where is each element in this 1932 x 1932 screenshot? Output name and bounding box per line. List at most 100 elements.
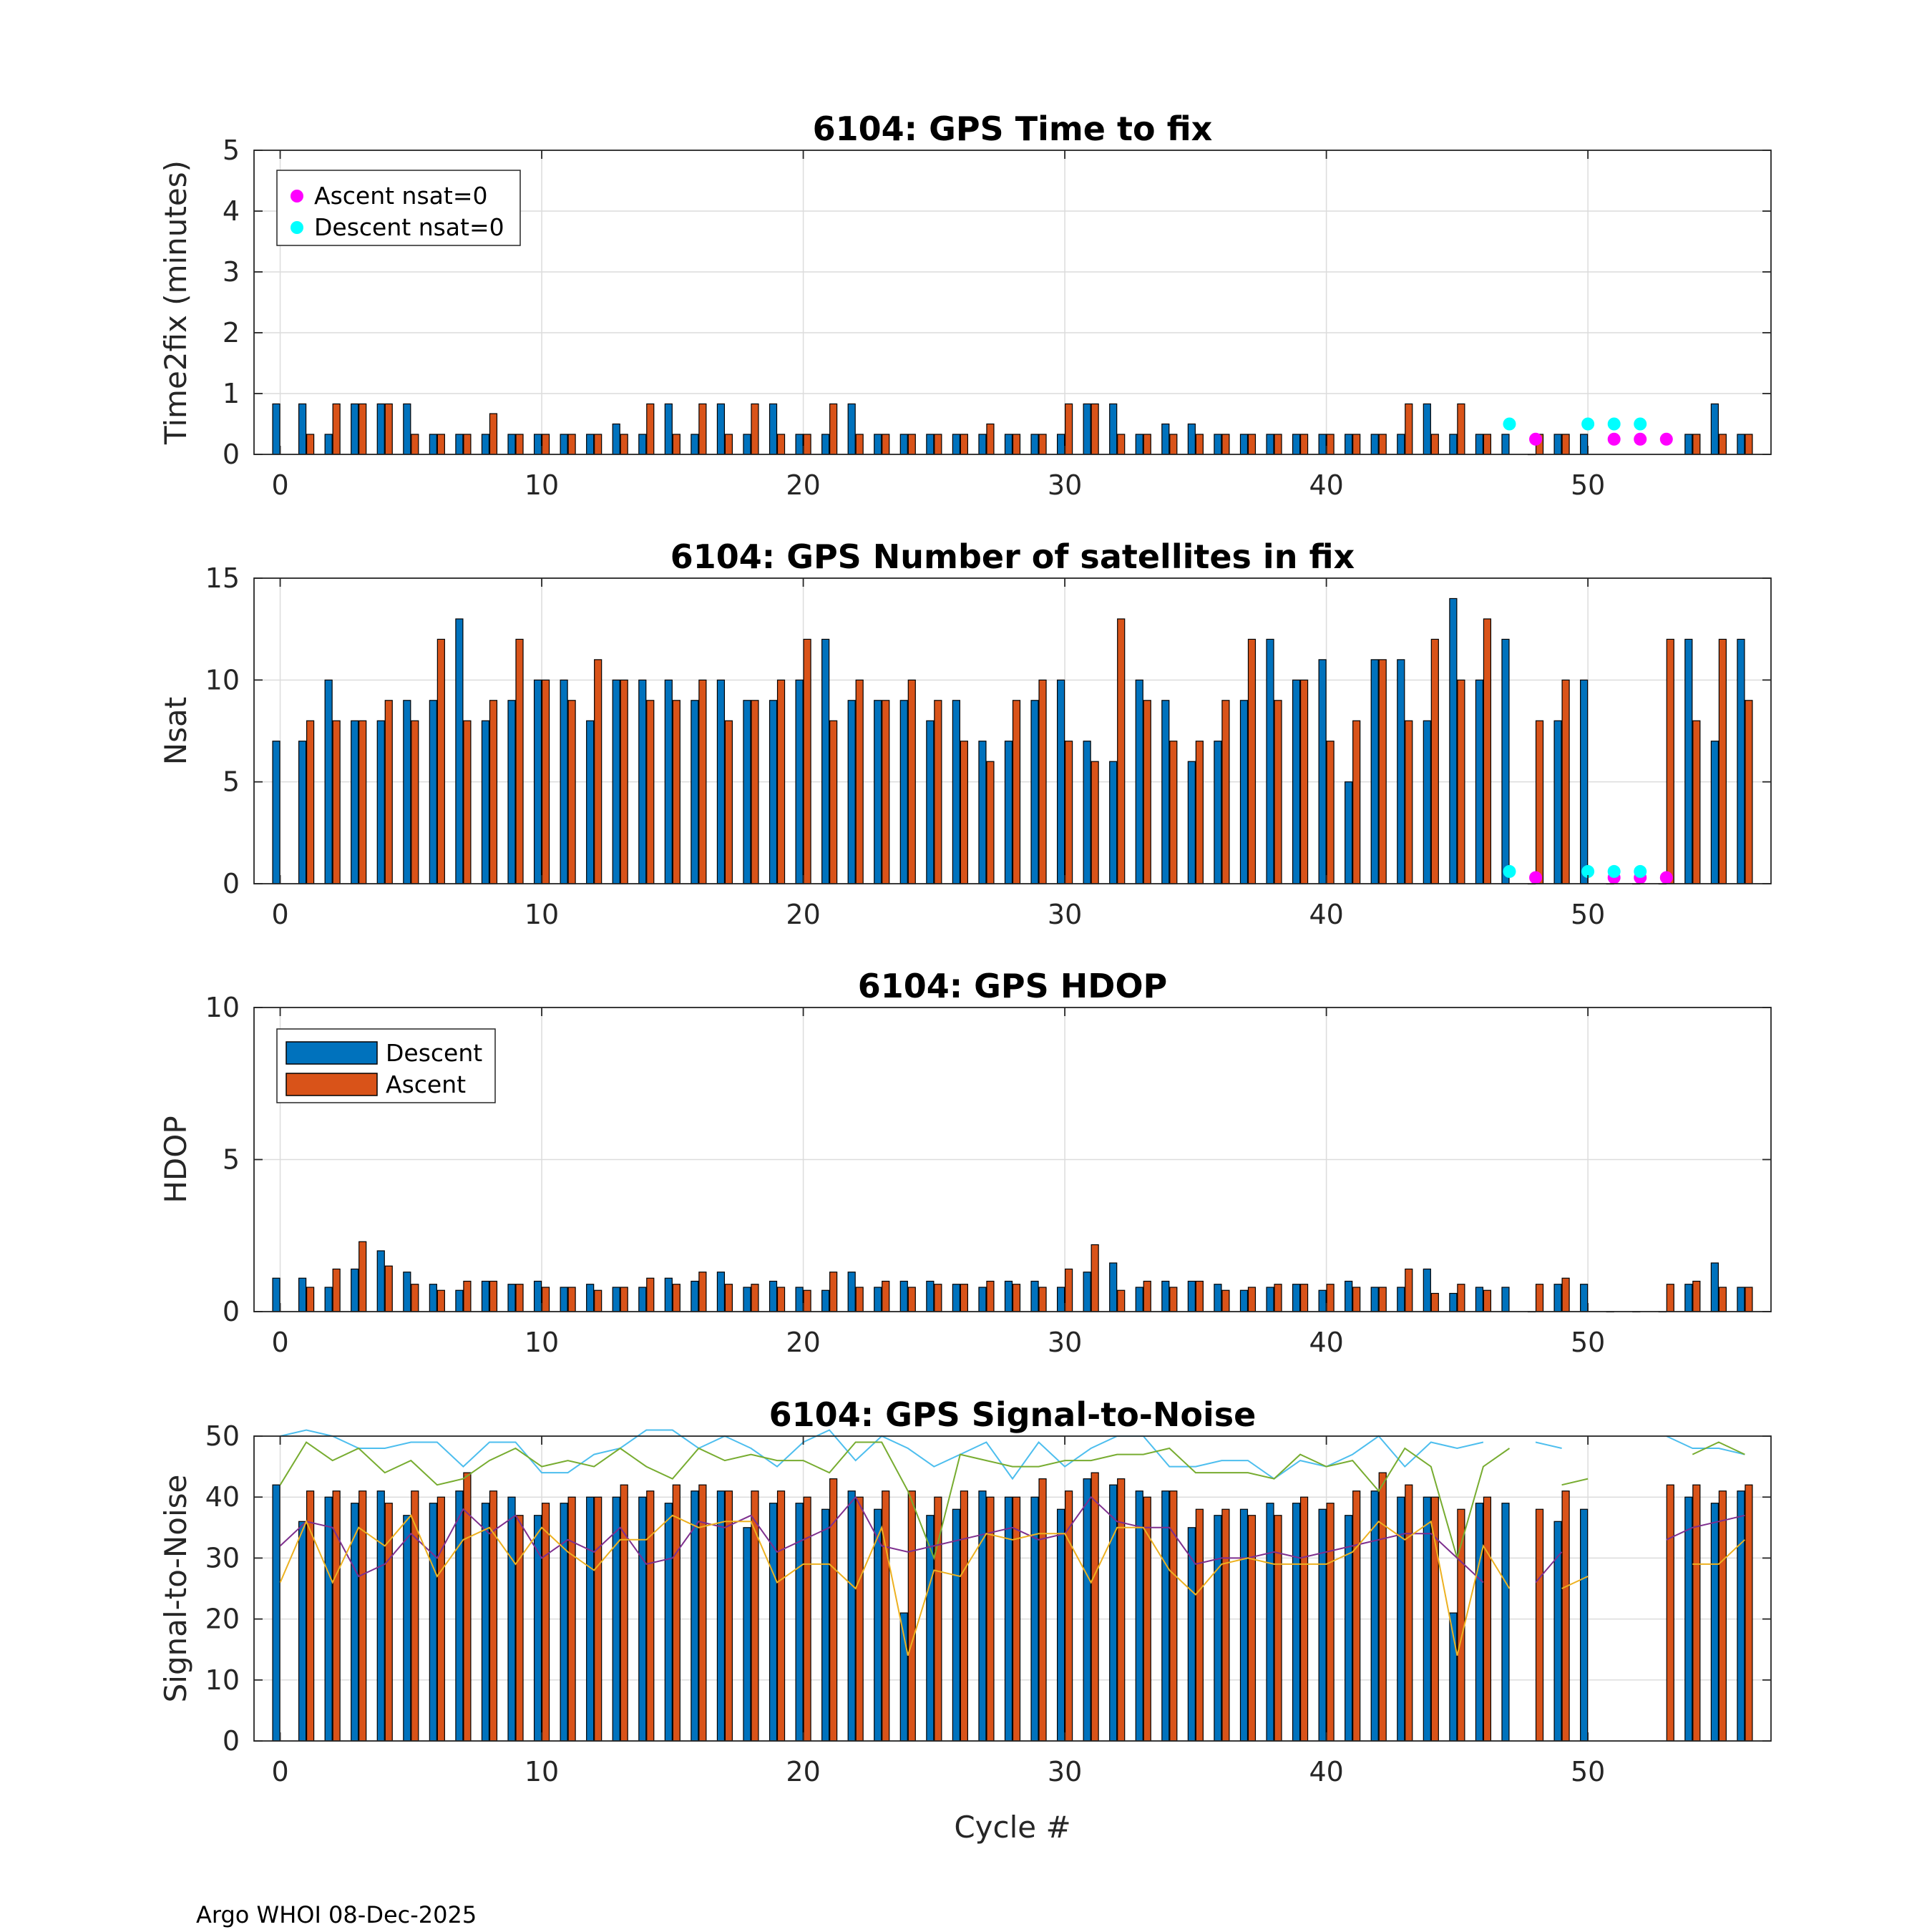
- bar-descent-cycle-30: [1056, 679, 1065, 884]
- y-tick-label: 0: [223, 439, 240, 470]
- bar-descent-cycle-47: [1501, 1503, 1510, 1742]
- bar-ascent-cycle-25: [934, 434, 942, 455]
- bar-ascent-cycle-54: [1692, 1280, 1701, 1312]
- bar-descent-cycle-46: [1475, 679, 1484, 884]
- bar-ascent-cycle-23: [882, 700, 890, 884]
- bar-descent-cycle-20: [795, 1503, 804, 1742]
- bar-ascent-cycle-20: [803, 1496, 811, 1742]
- bar-ascent-cycle-45: [1457, 403, 1465, 455]
- bar-ascent-cycle-42: [1378, 1287, 1387, 1312]
- bar-ascent-cycle-42: [1378, 434, 1387, 455]
- legend-box: [276, 170, 521, 246]
- bar-ascent-cycle-36: [1221, 434, 1230, 455]
- y-tick-label: 2: [223, 317, 240, 348]
- bar-descent-cycle-47: [1501, 638, 1510, 884]
- bar-ascent-cycle-36: [1221, 1508, 1230, 1742]
- bar-ascent-cycle-14: [646, 403, 655, 455]
- bar-ascent-cycle-39: [1299, 679, 1309, 884]
- legend-marker-ascent: [291, 190, 303, 203]
- bar-descent-cycle-13: [612, 679, 620, 884]
- bar-ascent-cycle-37: [1247, 638, 1257, 884]
- bar-descent-cycle-19: [769, 700, 778, 884]
- bar-descent-cycle-21: [821, 1508, 830, 1742]
- bar-descent-cycle-28: [1004, 741, 1013, 884]
- bar-descent-cycle-15: [664, 1277, 673, 1312]
- legend-label: Descent: [386, 1039, 482, 1067]
- bar-descent-cycle-44: [1423, 720, 1431, 884]
- bar-ascent-cycle-42: [1378, 1472, 1387, 1742]
- bar-ascent-cycle-8: [489, 700, 498, 884]
- bar-descent-cycle-28: [1004, 1280, 1013, 1312]
- bar-ascent-cycle-2: [332, 720, 341, 884]
- x-tick-label: 10: [525, 1327, 559, 1358]
- bar-descent-cycle-3: [351, 1268, 359, 1312]
- bar-ascent-cycle-18: [751, 700, 759, 884]
- bar-ascent-cycle-7: [463, 720, 472, 884]
- bar-ascent-cycle-22: [855, 434, 864, 455]
- bar-descent-cycle-16: [691, 1491, 699, 1742]
- bar-ascent-cycle-6: [436, 638, 445, 884]
- bar-descent-cycle-13: [612, 423, 620, 455]
- bar-descent-cycle-22: [847, 1491, 856, 1742]
- bar-descent-cycle-0: [272, 1484, 280, 1742]
- bar-descent-cycle-29: [1030, 700, 1039, 884]
- bar-descent-cycle-0: [272, 741, 280, 884]
- marker-descent-nsat0: [1503, 864, 1516, 878]
- bar-ascent-cycle-9: [515, 1284, 524, 1312]
- y-tick-label: 5: [223, 766, 240, 798]
- bar-ascent-cycle-34: [1169, 1287, 1178, 1312]
- bar-ascent-cycle-37: [1247, 1287, 1257, 1312]
- bar-ascent-cycle-5: [411, 434, 419, 455]
- bar-ascent-cycle-1: [306, 1287, 315, 1312]
- bar-descent-cycle-34: [1161, 700, 1170, 884]
- bar-descent-cycle-31: [1083, 1272, 1091, 1312]
- bar-descent-cycle-2: [324, 679, 333, 884]
- bar-descent-cycle-8: [481, 1503, 490, 1742]
- bar-descent-cycle-23: [874, 700, 882, 884]
- bar-ascent-cycle-29: [1038, 434, 1047, 455]
- bar-descent-cycle-1: [298, 741, 307, 884]
- marker-descent-nsat0: [1503, 417, 1516, 431]
- bar-descent-cycle-22: [847, 1272, 856, 1312]
- bar-descent-cycle-31: [1083, 1478, 1091, 1742]
- bar-descent-cycle-37: [1239, 434, 1249, 455]
- bar-ascent-cycle-6: [436, 1289, 445, 1312]
- bar-ascent-cycle-38: [1274, 1515, 1282, 1742]
- y-tick-label: 0: [223, 868, 240, 899]
- bar-descent-cycle-44: [1423, 1268, 1431, 1312]
- bar-ascent-cycle-15: [672, 700, 680, 884]
- bar-descent-cycle-6: [429, 1503, 437, 1742]
- bar-descent-cycle-35: [1187, 423, 1196, 455]
- bar-descent-cycle-46: [1475, 1503, 1484, 1742]
- bar-ascent-cycle-23: [882, 1491, 890, 1742]
- bar-ascent-cycle-24: [907, 434, 916, 455]
- bar-ascent-cycle-41: [1352, 720, 1361, 884]
- bar-descent-cycle-40: [1318, 1508, 1327, 1742]
- bar-ascent-cycle-25: [934, 1284, 942, 1312]
- bar-descent-cycle-56: [1737, 434, 1745, 455]
- bar-ascent-cycle-20: [803, 434, 811, 455]
- bar-ascent-cycle-53: [1666, 1284, 1674, 1312]
- y-tick-label: 15: [205, 562, 240, 594]
- bar-descent-cycle-0: [272, 403, 280, 455]
- bar-ascent-cycle-11: [567, 1287, 576, 1312]
- bar-descent-cycle-33: [1135, 1491, 1143, 1742]
- marker-descent-nsat0: [1634, 864, 1647, 878]
- bar-descent-cycle-0: [272, 1277, 280, 1312]
- bar-ascent-cycle-48: [1535, 1508, 1544, 1742]
- y-tick-label: 1: [223, 378, 240, 409]
- bar-ascent-cycle-23: [882, 434, 890, 455]
- legend-swatch-descent: [286, 1041, 378, 1065]
- bar-ascent-cycle-17: [724, 1284, 733, 1312]
- bar-descent-cycle-5: [403, 700, 411, 884]
- bar-ascent-cycle-27: [986, 1280, 995, 1312]
- bar-descent-cycle-8: [481, 720, 490, 884]
- x-tick-label: 30: [1048, 1327, 1082, 1358]
- bar-ascent-cycle-33: [1143, 700, 1151, 884]
- marker-descent-nsat0: [1581, 864, 1595, 878]
- bar-ascent-cycle-48: [1535, 1284, 1544, 1312]
- bar-descent-cycle-38: [1266, 638, 1274, 884]
- marker-ascent-nsat0: [1634, 432, 1647, 446]
- x-tick-label: 30: [1048, 469, 1082, 501]
- bar-descent-cycle-47: [1501, 434, 1510, 455]
